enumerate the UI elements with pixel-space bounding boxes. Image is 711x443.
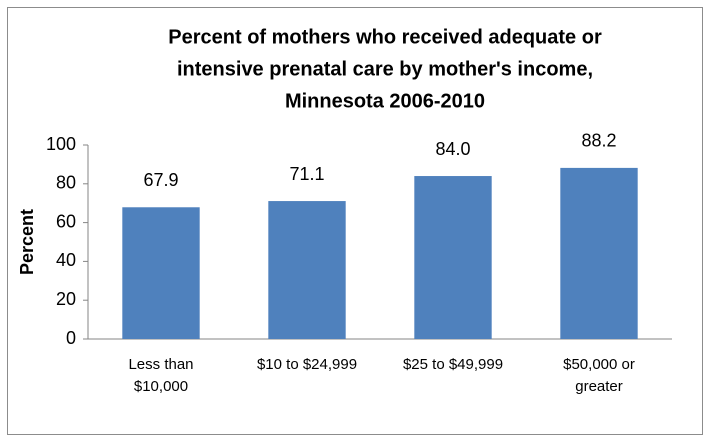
bar <box>122 207 200 339</box>
data-label: 67.9 <box>143 170 178 190</box>
data-label: 88.2 <box>581 131 616 151</box>
x-tick-label: $50,000 or greater <box>563 356 635 395</box>
y-tick-label: 60 <box>56 211 76 231</box>
y-tick-label: 40 <box>56 250 76 270</box>
chart-title: Percent of mothers who received adequate… <box>168 26 602 48</box>
x-tick-label: $10 to $24,999 <box>257 356 357 373</box>
data-label: 71.1 <box>289 164 324 184</box>
bar <box>268 201 346 339</box>
chart-title: intensive prenatal care by mother's inco… <box>177 58 593 80</box>
x-tick-label: Less than $10,000 <box>128 356 193 395</box>
data-label: 84.0 <box>435 139 470 159</box>
x-tick-label: $25 to $49,999 <box>403 356 503 373</box>
bar <box>414 176 492 339</box>
chart-title: Minnesota 2006-2010 <box>285 90 485 112</box>
y-tick-label: 0 <box>66 328 76 348</box>
y-tick-label: 100 <box>46 134 76 154</box>
y-tick-label: 80 <box>56 173 76 193</box>
y-axis-label: Percent <box>17 209 37 275</box>
bar <box>560 167 638 339</box>
y-tick-label: 20 <box>56 289 76 309</box>
